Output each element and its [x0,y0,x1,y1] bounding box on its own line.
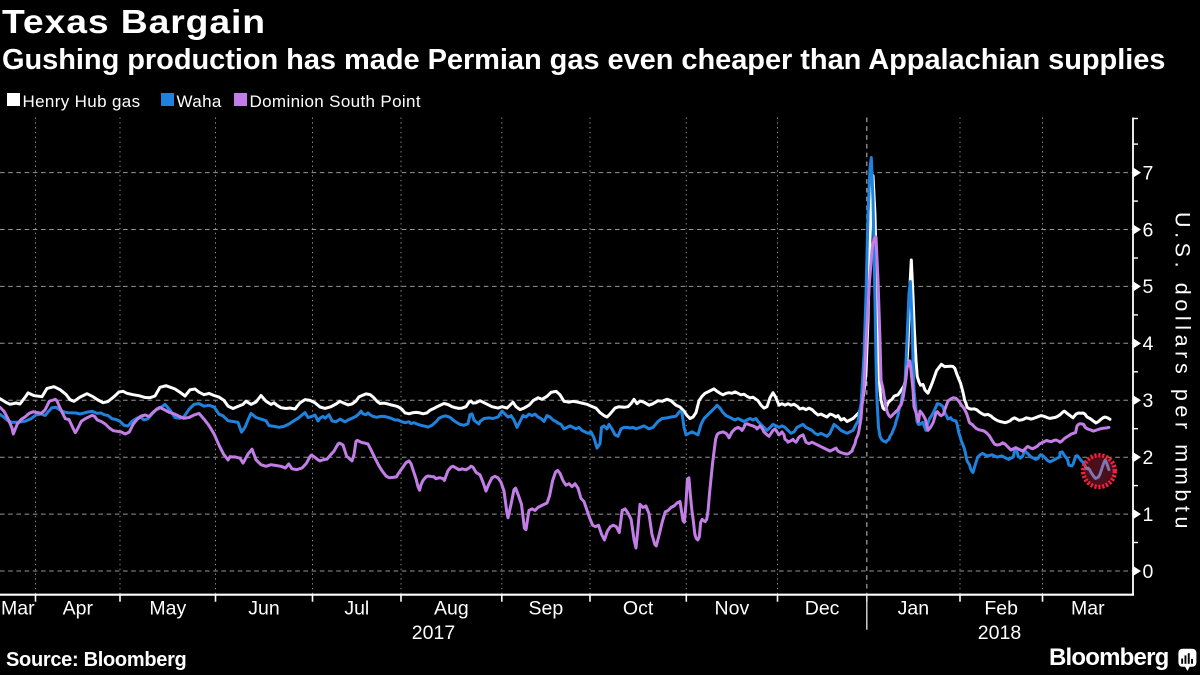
svg-text:2018: 2018 [978,622,1021,644]
svg-text:Jul: Jul [344,598,369,620]
svg-text:3: 3 [1143,390,1154,412]
svg-text:0: 0 [1143,561,1154,583]
svg-text:Feb: Feb [984,598,1018,620]
svg-text:1: 1 [1143,504,1154,526]
svg-text:Jun: Jun [248,598,279,620]
svg-text:Oct: Oct [623,598,654,620]
svg-text:May: May [149,598,186,620]
svg-text:Nov: Nov [715,598,750,620]
svg-text:Aug: Aug [434,598,469,620]
svg-text:Sep: Sep [529,598,564,620]
svg-text:Mar: Mar [1071,598,1105,620]
svg-text:5: 5 [1143,276,1154,298]
svg-text:Mar: Mar [1,598,35,620]
svg-text:4: 4 [1143,333,1154,355]
svg-text:U.S. dollars per mmbtu: U.S. dollars per mmbtu [1171,212,1195,533]
svg-text:Dec: Dec [805,598,840,620]
svg-text:6: 6 [1143,219,1154,241]
svg-text:Jan: Jan [898,598,929,620]
svg-text:2017: 2017 [412,622,455,644]
svg-text:2: 2 [1143,447,1154,469]
svg-text:Apr: Apr [63,598,94,620]
svg-text:7: 7 [1143,162,1154,184]
